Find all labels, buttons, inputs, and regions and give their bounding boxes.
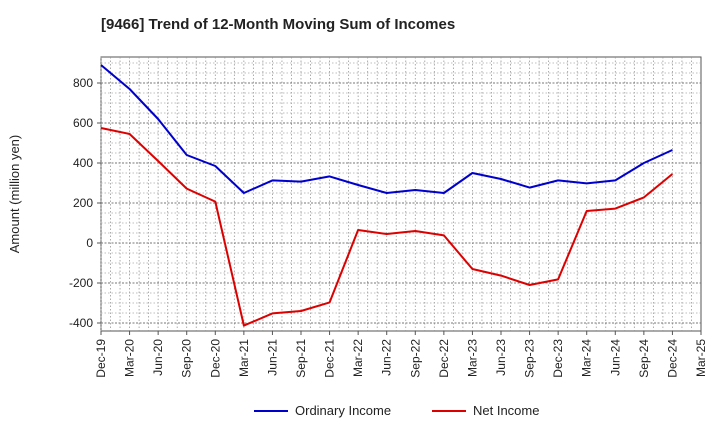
y-axis-label: Amount (million yen)	[7, 135, 22, 254]
y-tick-label: 600	[73, 116, 93, 130]
y-tick-label: 0	[86, 236, 93, 250]
x-tick-label: Jun-23	[494, 339, 508, 376]
y-tick-label: -200	[69, 276, 93, 290]
x-tick-label: Dec-22	[437, 339, 451, 378]
x-tick-label: Dec-20	[208, 339, 222, 378]
x-tick-label: Jun-24	[608, 339, 622, 376]
y-tick-label: 400	[73, 156, 93, 170]
y-tick-label: -400	[69, 316, 93, 330]
x-tick-label: Jun-20	[151, 339, 165, 376]
x-tick-label: Sep-22	[408, 339, 422, 378]
series-line-ordinary-income	[100, 64, 673, 194]
x-tick-label: Dec-24	[665, 339, 679, 378]
series-layer	[100, 64, 674, 327]
x-axis: Dec-19 Mar-20 Jun-20 Sep-20 Dec-20 Mar-21 Jun-…	[94, 331, 708, 378]
plot-area	[100, 56, 702, 332]
x-tick-label: Jun-21	[265, 339, 279, 376]
x-tick-label: Dec-23	[551, 339, 565, 378]
grid	[100, 57, 701, 331]
x-tick-label: Sep-24	[637, 339, 651, 378]
x-tick-label: Sep-20	[180, 339, 194, 378]
x-tick-label: Mar-20	[123, 339, 137, 377]
x-tick-label: Mar-21	[237, 339, 251, 377]
y-tick-label: 800	[73, 76, 93, 90]
x-tick-label: Dec-21	[323, 339, 337, 378]
x-tick-label: Sep-21	[294, 339, 308, 378]
x-tick-label: Sep-23	[523, 339, 537, 378]
y-axis: -400 -200 0 200 400 600 800	[69, 76, 101, 330]
x-tick-label: Mar-24	[580, 339, 594, 377]
x-tick-label: Jun-22	[380, 339, 394, 376]
x-tick-label: Mar-22	[351, 339, 365, 377]
legend: Ordinary Income Net Income	[254, 403, 539, 418]
x-tick-label: Dec-19	[94, 339, 108, 378]
chart-title: [9466] Trend of 12-Month Moving Sum of I…	[101, 16, 456, 33]
x-tick-label: Mar-23	[465, 339, 479, 377]
y-tick-label: 200	[73, 196, 93, 210]
series-line-net-income	[100, 127, 674, 327]
legend-label-net-income: Net Income	[473, 403, 539, 418]
x-tick-label: Mar-25	[694, 339, 708, 377]
legend-label-ordinary-income: Ordinary Income	[295, 403, 391, 418]
